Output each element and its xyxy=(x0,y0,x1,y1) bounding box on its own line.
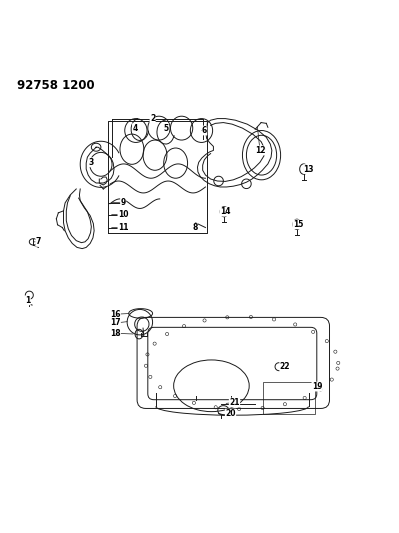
Text: 16: 16 xyxy=(110,310,120,319)
Text: 17: 17 xyxy=(110,318,120,327)
Text: 19: 19 xyxy=(312,382,322,391)
Text: 10: 10 xyxy=(118,209,128,219)
Text: 18: 18 xyxy=(110,329,120,338)
Text: 1: 1 xyxy=(25,296,30,305)
Text: 7: 7 xyxy=(36,237,41,246)
Text: 92758 1200: 92758 1200 xyxy=(17,79,94,92)
Text: 5: 5 xyxy=(163,124,168,133)
Text: 2: 2 xyxy=(150,114,155,123)
Text: 22: 22 xyxy=(280,362,290,371)
Text: 20: 20 xyxy=(225,409,236,418)
Text: 11: 11 xyxy=(118,223,128,232)
Text: 4: 4 xyxy=(132,124,138,133)
Text: 15: 15 xyxy=(293,220,303,229)
Text: 8: 8 xyxy=(192,223,198,232)
Text: 6: 6 xyxy=(201,126,207,135)
Text: 9: 9 xyxy=(120,198,126,207)
Text: 3: 3 xyxy=(89,158,94,167)
Text: 21: 21 xyxy=(229,398,240,407)
Text: 12: 12 xyxy=(255,146,265,155)
Text: 14: 14 xyxy=(220,207,231,216)
Text: 13: 13 xyxy=(304,165,314,174)
